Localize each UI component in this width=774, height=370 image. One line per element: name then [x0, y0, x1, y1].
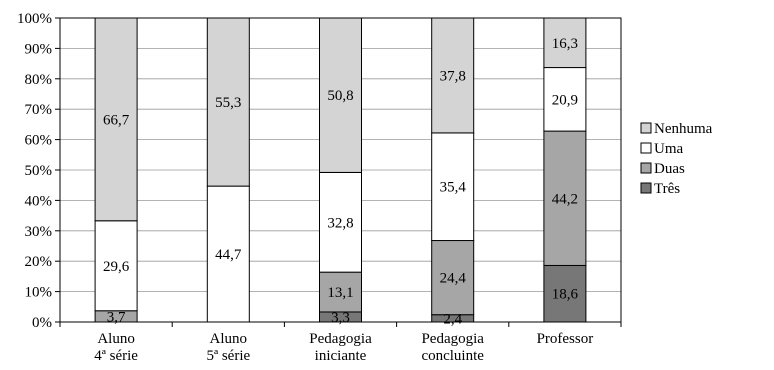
data-label: 24,4	[440, 271, 467, 287]
legend-label: Duas	[654, 161, 685, 177]
data-label: 20,9	[552, 92, 578, 108]
x-tick-label: Professor	[537, 331, 594, 347]
data-label: 13,1	[327, 285, 353, 301]
bar-segment	[206, 185, 250, 323]
y-tick-label: 20%	[25, 254, 53, 270]
y-tick-label: 80%	[25, 72, 53, 88]
x-tick-label: iniciante	[315, 348, 367, 364]
y-tick-label: 90%	[25, 41, 53, 57]
y-tick-label: 100%	[17, 11, 52, 27]
bar-segment	[431, 17, 475, 134]
bar-segment	[319, 17, 362, 173]
bar-segment	[431, 240, 475, 316]
x-tick-label: 5ª série	[206, 348, 250, 364]
bar-segment	[431, 132, 475, 242]
legend-swatch	[640, 182, 652, 194]
y-tick-label: 70%	[25, 102, 53, 118]
data-label: 32,8	[327, 215, 353, 231]
x-tick-label: concluinte	[421, 348, 484, 364]
y-axis: 0% 10% 20% 30% 40% 50% 60% 70% 80% 90% 100%	[17, 11, 60, 331]
data-label: 66,7	[103, 112, 130, 128]
y-tick-label: 30%	[25, 224, 53, 240]
bar-segment	[543, 130, 587, 266]
bar-segment	[319, 271, 362, 313]
y-tick-label: 10%	[25, 285, 53, 301]
bar-segment	[543, 17, 587, 69]
bars	[94, 17, 587, 323]
bar-segment	[94, 17, 138, 222]
data-label: 55,3	[215, 95, 241, 111]
y-tick-label: 40%	[25, 193, 53, 209]
data-label: 44,7	[215, 247, 242, 263]
y-tick-label: 50%	[25, 163, 53, 179]
bar-segment	[319, 171, 362, 273]
legend-swatch	[640, 162, 652, 174]
x-tick-label: Pedagogia	[421, 331, 484, 347]
data-label: 18,6	[552, 287, 579, 303]
data-label: 2,4	[443, 311, 462, 327]
data-label: 44,2	[552, 191, 578, 207]
x-tick-label: Aluno	[210, 331, 248, 347]
bar-segment	[206, 17, 250, 187]
data-label: 35,4	[440, 180, 467, 196]
x-tick-label: 4ª série	[94, 348, 138, 364]
legend-swatch	[640, 142, 652, 154]
data-label: 3,3	[331, 310, 350, 326]
x-tick-label: Pedagogia	[309, 331, 372, 347]
data-label: 3,7	[107, 309, 126, 325]
data-label: 50,8	[327, 88, 353, 104]
data-labels: 3,7 29,6 66,7 44,7 55,3 3,3 13,1 32,8 50,8 2,4 24,…	[103, 36, 579, 328]
legend-label: Uma	[654, 141, 684, 157]
bar-segment	[543, 264, 587, 323]
x-tick-label: Aluno	[97, 331, 135, 347]
legend-label: Nenhuma	[654, 121, 713, 137]
data-label: 16,3	[552, 36, 578, 52]
legend-swatch	[640, 122, 652, 134]
legend-label: Três	[654, 181, 680, 197]
data-label: 29,6	[103, 259, 130, 275]
y-tick-label: 0%	[32, 315, 52, 331]
legend: Nenhuma Uma Duas Três	[640, 121, 713, 197]
y-tick-label: 60%	[25, 133, 53, 149]
data-label: 37,8	[440, 68, 466, 84]
